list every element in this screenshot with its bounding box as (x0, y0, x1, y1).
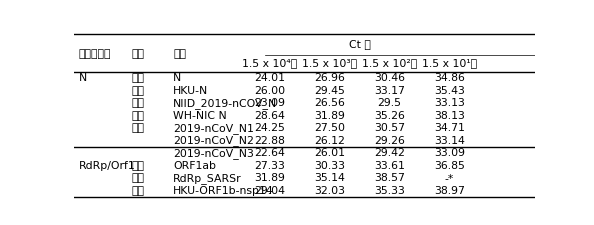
Text: 28.64: 28.64 (254, 111, 285, 121)
Text: RdRp/Orf1: RdRp/Orf1 (79, 161, 135, 171)
Text: 29.5: 29.5 (378, 98, 402, 108)
Text: 33.14: 33.14 (434, 136, 465, 146)
Text: 22.88: 22.88 (254, 136, 285, 146)
Text: 38.97: 38.97 (434, 186, 465, 196)
Text: 미국: 미국 (132, 123, 145, 133)
Text: 27.50: 27.50 (314, 123, 345, 133)
Text: 26.01: 26.01 (314, 148, 345, 158)
Text: ORF1ab: ORF1ab (173, 161, 216, 171)
Text: 33.17: 33.17 (374, 86, 405, 96)
Text: 이름: 이름 (173, 49, 187, 59)
Text: 34.86: 34.86 (434, 73, 465, 83)
Text: 24.01: 24.01 (254, 73, 285, 83)
Text: 35.26: 35.26 (374, 111, 405, 121)
Text: 33.61: 33.61 (374, 161, 405, 171)
Text: 일본: 일본 (132, 98, 145, 108)
Text: 중국: 중국 (132, 161, 145, 171)
Text: 35.43: 35.43 (434, 86, 465, 96)
Text: 독일: 독일 (132, 173, 145, 183)
Text: 2019-nCoV_N3: 2019-nCoV_N3 (173, 148, 254, 159)
Text: 31.89: 31.89 (314, 111, 345, 121)
Text: 36.85: 36.85 (434, 161, 465, 171)
Text: -*: -* (445, 173, 454, 183)
Text: 26.56: 26.56 (314, 98, 345, 108)
Text: 38.57: 38.57 (374, 173, 405, 183)
Text: 33.13: 33.13 (434, 98, 465, 108)
Text: 24.25: 24.25 (254, 123, 285, 133)
Text: 23.09: 23.09 (254, 98, 285, 108)
Text: 2019-nCoV_N1: 2019-nCoV_N1 (173, 123, 254, 134)
Text: 38.13: 38.13 (434, 111, 465, 121)
Text: RdRp_SARSr: RdRp_SARSr (173, 173, 242, 184)
Text: 30.46: 30.46 (374, 73, 405, 83)
Text: 2019-nCoV_N2: 2019-nCoV_N2 (173, 135, 254, 146)
Text: 31.89: 31.89 (254, 173, 285, 183)
Text: Ct 값: Ct 값 (349, 39, 371, 49)
Text: HKU-N: HKU-N (173, 86, 208, 96)
Text: WH-NIC N: WH-NIC N (173, 111, 227, 121)
Text: 29.26: 29.26 (374, 136, 405, 146)
Text: 32.03: 32.03 (314, 186, 345, 196)
Text: 34.71: 34.71 (434, 123, 465, 133)
Text: 26.96: 26.96 (314, 73, 345, 83)
Text: HKU-ORF1b-nsp14: HKU-ORF1b-nsp14 (173, 186, 274, 196)
Text: NIID_2019-nCOV_N: NIID_2019-nCOV_N (173, 98, 277, 109)
Text: 홍콩: 홍콩 (132, 186, 145, 196)
Text: 중국: 중국 (132, 73, 145, 83)
Text: 1.5 x 10⁴개: 1.5 x 10⁴개 (242, 58, 298, 68)
Text: 33.09: 33.09 (434, 148, 465, 158)
Text: 29.45: 29.45 (314, 86, 345, 96)
Text: 1.5 x 10²개: 1.5 x 10²개 (362, 58, 417, 68)
Text: 22.64: 22.64 (254, 148, 285, 158)
Text: 30.33: 30.33 (314, 161, 345, 171)
Text: 27.33: 27.33 (254, 161, 285, 171)
Text: 29.04: 29.04 (254, 186, 285, 196)
Text: 목표유전자: 목표유전자 (79, 49, 111, 59)
Text: 국가: 국가 (132, 49, 145, 59)
Text: 26.00: 26.00 (254, 86, 286, 96)
Text: 1.5 x 10¹개: 1.5 x 10¹개 (422, 58, 477, 68)
Text: 29.42: 29.42 (374, 148, 405, 158)
Text: 1.5 x 10³개: 1.5 x 10³개 (302, 58, 358, 68)
Text: 홍콩: 홍콩 (132, 86, 145, 96)
Text: 26.12: 26.12 (314, 136, 345, 146)
Text: 30.57: 30.57 (374, 123, 405, 133)
Text: 태국: 태국 (132, 111, 145, 121)
Text: N: N (79, 73, 87, 83)
Text: N: N (173, 73, 182, 83)
Text: 35.33: 35.33 (374, 186, 405, 196)
Text: 35.14: 35.14 (314, 173, 345, 183)
